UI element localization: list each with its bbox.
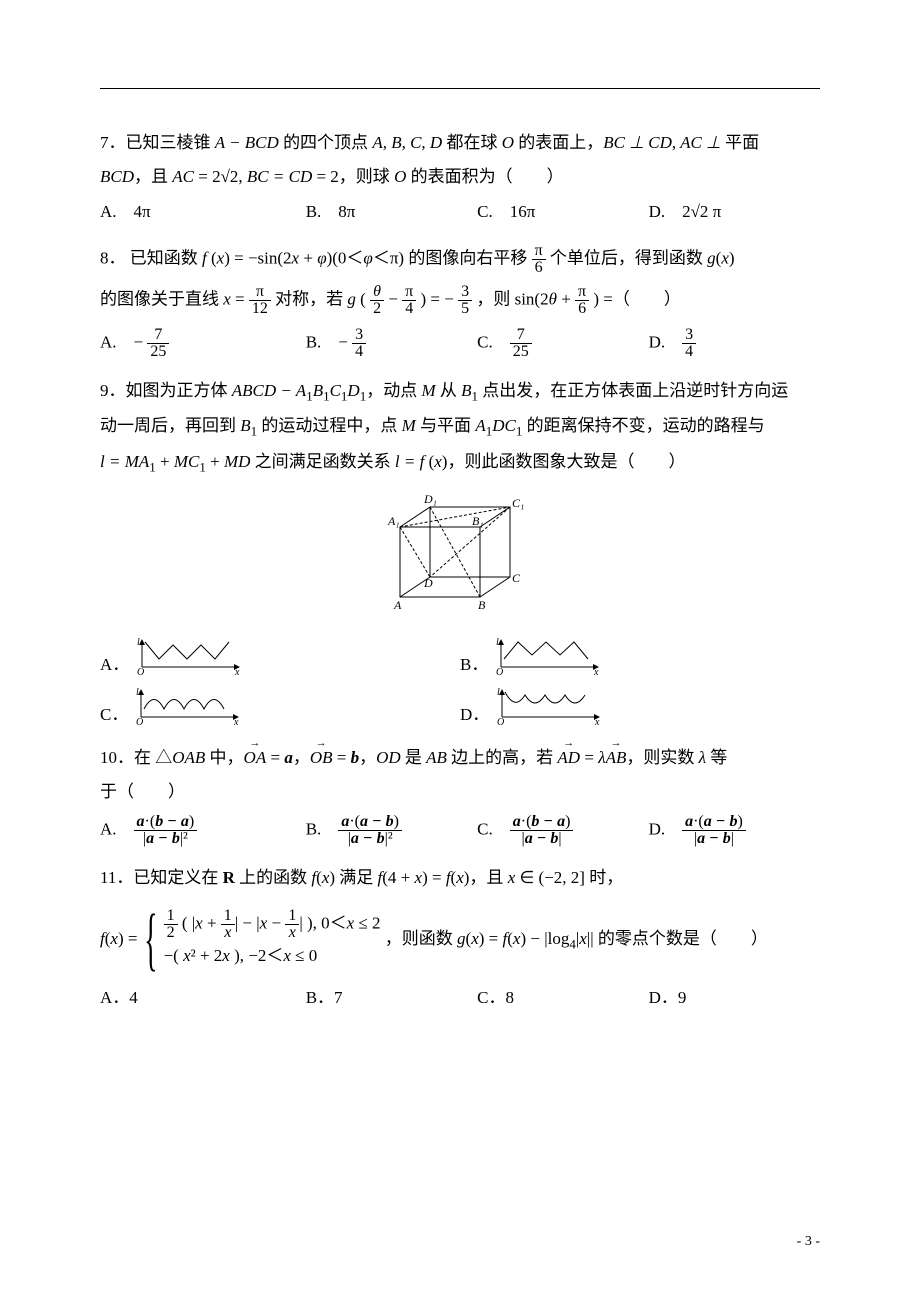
q7-label: 7． bbox=[100, 133, 126, 152]
q9-choice-D: D． l O x bbox=[460, 687, 820, 727]
q11-tail: ，则函数 g(x) = f(x) − |log4|x|| 的零点个数是（ ） bbox=[385, 929, 768, 948]
q10-choice-D: D. a·(a − b)|a − b| bbox=[649, 814, 820, 847]
brace-icon: { bbox=[144, 905, 157, 975]
q8-choice-B: B. − 34 bbox=[306, 327, 477, 360]
svg-text:O: O bbox=[137, 667, 144, 677]
question-7: 7．已知三棱锥 A − BCD 的四个顶点 A, B, C, D 都在球 O 的… bbox=[100, 130, 820, 225]
q7-line1: 已知三棱锥 A − BCD 的四个顶点 A, B, C, D 都在球 O 的表面… bbox=[126, 133, 760, 152]
question-11: 11．已知定义在 R 上的函数 f(x) 满足 f(4 + x) = f(x)，… bbox=[100, 865, 820, 1010]
svg-text:l: l bbox=[497, 687, 500, 698]
question-8: 8． 已知函数 f (x) = −sin(2x + φ)(0＜φ＜π) 的图像向… bbox=[100, 243, 820, 360]
svg-text:C₁: C₁ bbox=[512, 496, 524, 510]
q10-line1: 在 △OAB 中，OA = a，OB = b，OD 是 AB 边上的高，若 AD… bbox=[134, 748, 727, 767]
q8-frac-pi6: π6 bbox=[532, 243, 546, 276]
q11-choice-D: D．9 bbox=[649, 985, 820, 1011]
q10-choice-B: B. a·(a − b)|a − b|² bbox=[306, 814, 477, 847]
svg-text:x: x bbox=[233, 717, 239, 727]
q8-l2c: − bbox=[388, 289, 402, 308]
q7-choice-C: C. 16π bbox=[477, 199, 648, 225]
question-10: 10．在 △OAB 中，OA = a，OB = b，OD 是 AB 边上的高，若… bbox=[100, 745, 820, 847]
q8-choices: A. − 725 B. − 34 C. 725 D. 34 bbox=[100, 327, 820, 360]
q8-choice-C: C. 725 bbox=[477, 327, 648, 360]
q9-graphs-row1: A． l O x B． l bbox=[100, 637, 820, 677]
q9-choice-B: B． l O x bbox=[460, 637, 820, 677]
q11-line1: 已知定义在 R 上的函数 f(x) 满足 f(4 + x) = f(x)，且 x… bbox=[133, 868, 623, 887]
q7-choice-D: D. 2√2 π bbox=[649, 199, 820, 225]
q8-l1a: 已知函数 f (x) = −sin(2x + φ)(0＜φ＜π) 的图像向右平移 bbox=[130, 248, 532, 267]
svg-text:B: B bbox=[478, 598, 486, 612]
svg-text:A₁: A₁ bbox=[387, 514, 400, 528]
svg-text:A: A bbox=[393, 598, 402, 612]
svg-text:D: D bbox=[423, 576, 433, 590]
q10-choices: A. a·(b − a)|a − b|² B. a·(a − b)|a − b|… bbox=[100, 814, 820, 847]
q10-choice-C: C. a·(b − a)|a − b| bbox=[477, 814, 648, 847]
q9-choice-A: A． l O x bbox=[100, 637, 460, 677]
q8-frac-pi4: π4 bbox=[402, 284, 416, 317]
svg-text:x: x bbox=[234, 667, 240, 677]
q7-line2: BCD，且 AC = 2√2, BC = CD = 2，则球 O 的表面积为（ … bbox=[100, 164, 820, 190]
q9-line1: 如图为正方体 ABCD − A1B1C1D1，动点 M 从 B1 点出发，在正方… bbox=[126, 381, 789, 400]
page: 7．已知三棱锥 A − BCD 的四个顶点 A, B, C, D 都在球 O 的… bbox=[0, 0, 920, 1302]
svg-text:O: O bbox=[496, 667, 503, 677]
q8-frac-pi12: π12 bbox=[249, 284, 271, 317]
q10-choice-A: A. a·(b − a)|a − b|² bbox=[100, 814, 306, 847]
content: 7．已知三棱锥 A − BCD 的四个顶点 A, B, C, D 都在球 O 的… bbox=[100, 130, 820, 1010]
question-9: 9．如图为正方体 ABCD − A1B1C1D1，动点 M 从 B1 点出发，在… bbox=[100, 378, 820, 728]
svg-text:l: l bbox=[137, 637, 140, 648]
q8-frac-35: 35 bbox=[458, 284, 472, 317]
q8-l2d: ) = − bbox=[420, 289, 458, 308]
q11-choices: A．4 B．7 C．8 D．9 bbox=[100, 985, 820, 1011]
q8-l2a: 的图像关于直线 x = bbox=[100, 289, 249, 308]
q8-frac-pi6b: π6 bbox=[575, 284, 589, 317]
svg-text:l: l bbox=[496, 637, 499, 648]
cube-icon: A B C D A₁ B₁ C₁ D₁ bbox=[380, 487, 540, 627]
graph-d-icon: l O x bbox=[497, 687, 607, 727]
q8-l2e: ，则 sin(2θ + bbox=[476, 289, 575, 308]
graph-b-icon: l O x bbox=[496, 637, 606, 677]
svg-text:x: x bbox=[594, 717, 600, 727]
q11-fx: f(x) = bbox=[100, 929, 142, 948]
header-rule bbox=[100, 88, 820, 89]
q11-choice-B: B．7 bbox=[306, 985, 477, 1011]
q8-choice-D: D. 34 bbox=[649, 327, 820, 360]
q8-l2b: 对称，若 g ( bbox=[275, 289, 366, 308]
q9-cube: A B C D A₁ B₁ C₁ D₁ bbox=[100, 487, 820, 627]
graph-a-icon: l O x bbox=[137, 637, 247, 677]
q8-label: 8． bbox=[100, 248, 126, 267]
q8-l2f: ) =（ ） bbox=[593, 289, 681, 308]
q7-choices: A. 4π B. 8π C. 16π D. 2√2 π bbox=[100, 199, 820, 225]
q9-graphs-row2: C． l O x D． l bbox=[100, 687, 820, 727]
svg-text:l: l bbox=[136, 687, 139, 698]
q10-label: 10． bbox=[100, 748, 134, 767]
q11-cases: 12 ( |x + 1x| − |x − 1x| ), 0＜x ≤ 2 −( x… bbox=[164, 908, 381, 972]
q9-line2: 动一周后，再回到 B1 的运动过程中，点 M 与平面 A1DC1 的距离保持不变… bbox=[100, 413, 820, 441]
q7-choice-B: B. 8π bbox=[306, 199, 477, 225]
svg-text:C: C bbox=[512, 571, 521, 585]
q10-line2: 于（ ） bbox=[100, 779, 820, 805]
svg-text:D₁: D₁ bbox=[423, 492, 437, 506]
page-number: - 3 - bbox=[797, 1231, 820, 1252]
q11-choice-C: C．8 bbox=[477, 985, 648, 1011]
svg-text:x: x bbox=[593, 667, 599, 677]
q7-choice-A: A. 4π bbox=[100, 199, 306, 225]
q11-label: 11． bbox=[100, 868, 133, 887]
svg-text:B₁: B₁ bbox=[472, 514, 484, 528]
q8-choice-A: A. − 725 bbox=[100, 327, 306, 360]
q9-choice-C: C． l O x bbox=[100, 687, 460, 727]
svg-text:O: O bbox=[497, 717, 504, 727]
q9-label: 9． bbox=[100, 381, 126, 400]
q9-line3: l = MA1 + MC1 + MD 之间满足函数关系 l = f (x)，则此… bbox=[100, 449, 820, 477]
svg-text:O: O bbox=[136, 717, 143, 727]
q11-choice-A: A．4 bbox=[100, 985, 306, 1011]
graph-c-icon: l O x bbox=[136, 687, 246, 727]
q8-frac-th2: θ2 bbox=[370, 284, 384, 317]
q8-l1b: 个单位后，得到函数 g(x) bbox=[550, 248, 735, 267]
